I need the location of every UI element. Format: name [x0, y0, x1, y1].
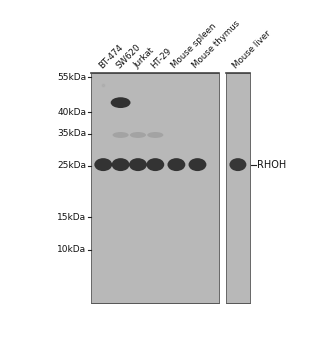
Text: HT-29: HT-29: [149, 46, 173, 70]
Ellipse shape: [94, 158, 112, 171]
Ellipse shape: [129, 158, 147, 171]
Text: Mouse liver: Mouse liver: [232, 29, 273, 70]
Text: Mouse spleen: Mouse spleen: [170, 22, 219, 70]
Bar: [227, 73, 250, 303]
Text: SW620: SW620: [114, 42, 142, 70]
Ellipse shape: [113, 132, 129, 138]
Ellipse shape: [229, 158, 246, 171]
Text: 15kDa: 15kDa: [57, 213, 86, 222]
Ellipse shape: [112, 158, 130, 171]
Text: 10kDa: 10kDa: [57, 245, 86, 254]
Text: Jurkat: Jurkat: [132, 46, 156, 70]
Bar: [91, 73, 219, 303]
Ellipse shape: [188, 158, 206, 171]
Ellipse shape: [146, 158, 164, 171]
Text: 35kDa: 35kDa: [57, 129, 86, 138]
Text: BT-474: BT-474: [97, 43, 124, 70]
Ellipse shape: [111, 97, 131, 108]
Text: 40kDa: 40kDa: [57, 107, 86, 117]
Text: Mouse thymus: Mouse thymus: [191, 19, 242, 70]
Text: 25kDa: 25kDa: [57, 161, 86, 170]
Ellipse shape: [167, 158, 185, 171]
Ellipse shape: [130, 132, 146, 138]
Ellipse shape: [147, 132, 164, 138]
Text: RHOH: RHOH: [257, 160, 286, 170]
Text: 55kDa: 55kDa: [57, 72, 86, 82]
